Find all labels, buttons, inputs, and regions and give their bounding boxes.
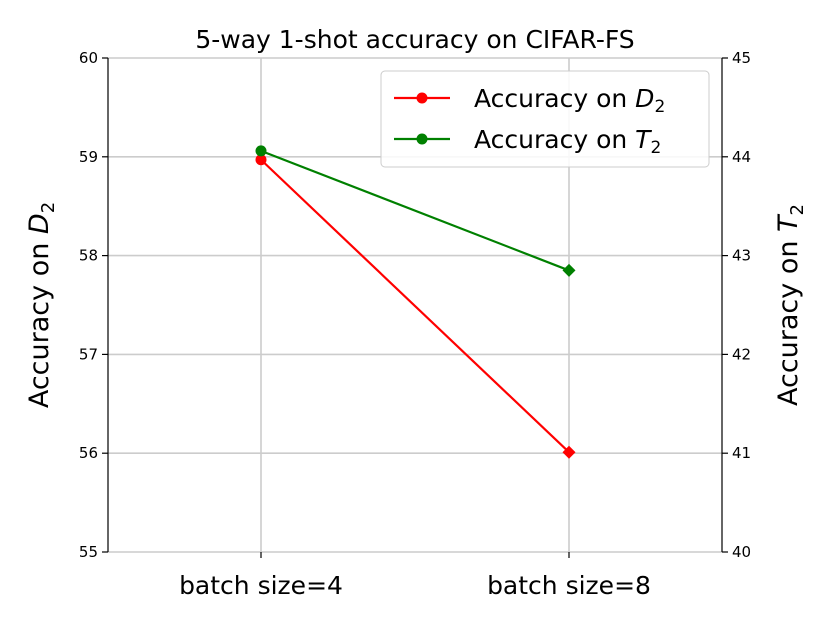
y-axis-right-label-var: T bbox=[773, 213, 804, 232]
right-tick-label: 44 bbox=[732, 148, 751, 166]
legend-label-1-var: T bbox=[635, 125, 652, 154]
y-axis-right-label-text: Accuracy on bbox=[773, 232, 804, 406]
legend-marker-1 bbox=[416, 133, 428, 145]
y-axis-left-label-var: D bbox=[24, 213, 55, 234]
right-tick-label: 43 bbox=[732, 247, 751, 265]
left-tick-label: 56 bbox=[79, 444, 98, 462]
right-tick-label: 45 bbox=[732, 49, 751, 67]
left-tick-label: 60 bbox=[79, 49, 98, 67]
legend-box bbox=[380, 70, 710, 168]
y-axis-right-label-sub: 2 bbox=[787, 204, 808, 215]
data-point bbox=[562, 263, 576, 277]
series-0 bbox=[255, 154, 576, 459]
legend-label-0-var: D bbox=[635, 84, 654, 113]
x-axis-ticks: batch size=4 batch size=8 bbox=[179, 552, 651, 600]
legend-label-0: Accuracy on D2 bbox=[474, 84, 665, 117]
legend-label-1-text: Accuracy on bbox=[474, 125, 635, 154]
y-axis-right-label: Accuracy on T2 bbox=[773, 204, 808, 406]
left-axis-ticks: 55 56 57 58 59 60 bbox=[79, 49, 108, 561]
legend-label-0-sub: 2 bbox=[654, 97, 665, 117]
legend-label-1-sub: 2 bbox=[650, 138, 661, 158]
legend-marker-0 bbox=[416, 92, 428, 104]
right-tick-label: 42 bbox=[732, 345, 751, 363]
y-axis-left-label: Accuracy on D2 bbox=[24, 202, 59, 408]
data-point bbox=[562, 445, 576, 459]
legend-entry-0: Accuracy on D2 bbox=[394, 84, 665, 117]
series-1 bbox=[255, 145, 576, 277]
legend-label-0-text: Accuracy on bbox=[474, 84, 635, 113]
y-axis-left-label-sub: 2 bbox=[38, 202, 59, 213]
chart-title: 5-way 1-shot accuracy on CIFAR-FS bbox=[195, 25, 634, 54]
left-tick-label: 55 bbox=[79, 543, 98, 561]
axes bbox=[107, 58, 723, 552]
series-line-0 bbox=[260, 158, 570, 454]
series-layer bbox=[255, 145, 576, 459]
legend-entry-1: Accuracy on T2 bbox=[394, 125, 661, 158]
legend-label-1: Accuracy on T2 bbox=[474, 125, 661, 158]
x-tick-label: batch size=8 bbox=[487, 571, 651, 600]
right-tick-label: 40 bbox=[732, 543, 751, 561]
x-tick-label: batch size=4 bbox=[179, 571, 343, 600]
data-point bbox=[255, 145, 267, 157]
left-tick-label: 57 bbox=[79, 345, 98, 363]
left-tick-label: 59 bbox=[79, 148, 98, 166]
right-axis-ticks: 40 41 42 43 44 45 bbox=[722, 49, 751, 561]
series-line-1 bbox=[260, 149, 570, 272]
data-point bbox=[255, 154, 267, 166]
right-tick-label: 41 bbox=[732, 444, 751, 462]
y-axis-left-label-text: Accuracy on bbox=[24, 234, 55, 408]
legend: Accuracy on D2 Accuracy on T2 bbox=[380, 70, 710, 168]
left-tick-label: 58 bbox=[79, 247, 98, 265]
